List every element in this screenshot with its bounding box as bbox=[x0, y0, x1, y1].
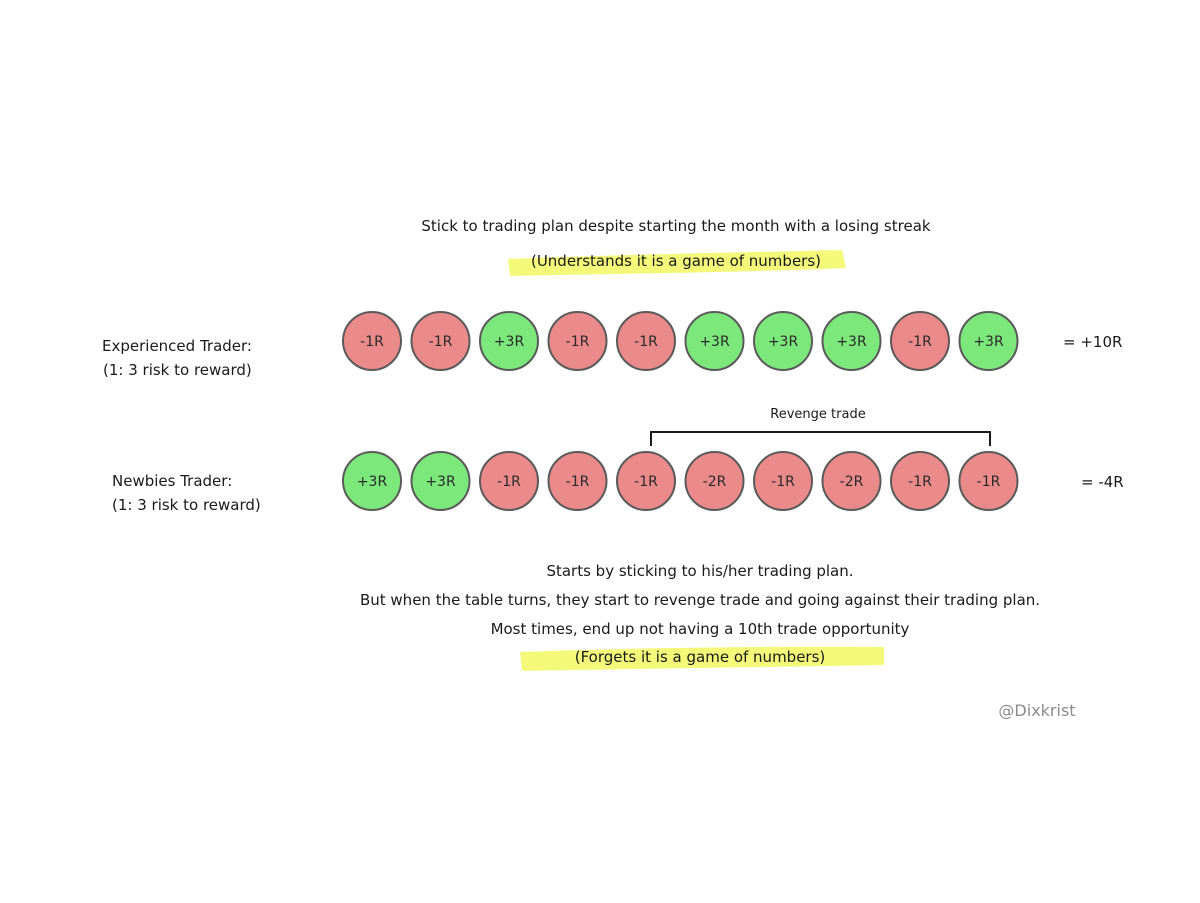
trade-coin-label: +3R bbox=[836, 334, 867, 350]
trade-coin-label: +3R bbox=[699, 334, 730, 350]
newbie-trade-coin-2: +3R bbox=[410, 451, 471, 511]
trade-coin-circle bbox=[616, 311, 676, 371]
experienced-trade-row: -1R -1R +3R -1R -1R +3R +3R +3R -1R +3R bbox=[342, 311, 1019, 371]
trade-coin-circle bbox=[342, 311, 402, 371]
experienced-trade-coin-2: -1R bbox=[410, 311, 471, 371]
trade-coin-label: -1R bbox=[634, 334, 658, 350]
trade-coin-circle bbox=[479, 451, 539, 511]
trade-coin-label: -1R bbox=[497, 474, 521, 490]
newbie-trade-coin-10: -1R bbox=[958, 451, 1019, 511]
experienced-trade-coin-8: +3R bbox=[821, 311, 882, 371]
trade-coin-label: -1R bbox=[977, 474, 1001, 490]
trade-coin-circle bbox=[753, 451, 813, 511]
trade-coin-label: -1R bbox=[771, 474, 795, 490]
trade-coin-circle bbox=[753, 311, 813, 371]
newbie-trade-coin-5: -1R bbox=[616, 451, 676, 511]
bottom-line-1: Starts by sticking to his/her trading pl… bbox=[546, 562, 853, 580]
trade-coin-label: +3R bbox=[768, 334, 799, 350]
watermark: @Dixkrist bbox=[998, 701, 1075, 720]
trade-coin-circle bbox=[958, 311, 1019, 371]
revenge-trade-bracket bbox=[650, 431, 991, 446]
experienced-trade-coin-5: -1R bbox=[616, 311, 676, 371]
revenge-trade-label: Revenge trade bbox=[770, 407, 865, 422]
experienced-trade-coin-10: +3R bbox=[958, 311, 1019, 371]
experienced-trader-name: Experienced Trader: bbox=[102, 337, 252, 355]
trade-coin-label: -1R bbox=[634, 474, 658, 490]
newbie-trade-coin-9: -1R bbox=[890, 451, 950, 511]
top-highlight-marker bbox=[508, 250, 846, 276]
newbie-trade-coin-3: -1R bbox=[479, 451, 539, 511]
newbie-total: = -4R bbox=[1081, 473, 1124, 491]
experienced-trade-coin-1: -1R bbox=[342, 311, 402, 371]
trade-coin-label: -1R bbox=[429, 334, 453, 350]
trade-coin-circle bbox=[479, 311, 539, 371]
trade-coin-circle bbox=[342, 451, 402, 511]
trade-coin-label: -1R bbox=[566, 334, 590, 350]
top-title: Stick to trading plan despite starting t… bbox=[421, 217, 930, 235]
experienced-trade-coin-4: -1R bbox=[547, 311, 608, 371]
trade-coin-label: +3R bbox=[494, 334, 525, 350]
trade-coin-circle bbox=[958, 451, 1019, 511]
trade-coin-label: +3R bbox=[973, 334, 1004, 350]
trade-coin-label: -1R bbox=[908, 334, 932, 350]
experienced-trade-coin-3: +3R bbox=[479, 311, 539, 371]
trade-coin-label: -2R bbox=[840, 474, 864, 490]
newbie-trade-coin-6: -2R bbox=[684, 451, 745, 511]
experienced-trader-ratio: (1: 3 risk to reward) bbox=[103, 361, 252, 379]
newbie-trade-coin-8: -2R bbox=[821, 451, 882, 511]
experienced-total: = +10R bbox=[1063, 333, 1122, 351]
bottom-highlight-text: (Forgets it is a game of numbers) bbox=[575, 648, 826, 666]
trade-coin-circle bbox=[684, 311, 745, 371]
trade-coin-label: +3R bbox=[425, 474, 456, 490]
experienced-trade-coin-9: -1R bbox=[890, 311, 950, 371]
newbie-trade-coin-4: -1R bbox=[547, 451, 608, 511]
trade-coin-circle bbox=[547, 451, 608, 511]
trade-coin-circle bbox=[821, 451, 882, 511]
newbie-trader-ratio: (1: 3 risk to reward) bbox=[112, 496, 261, 514]
newbie-trade-coin-7: -1R bbox=[753, 451, 813, 511]
trade-coin-circle bbox=[410, 451, 471, 511]
trade-coin-circle bbox=[684, 451, 745, 511]
trade-coin-label: -1R bbox=[360, 334, 384, 350]
trade-coin-label: -1R bbox=[566, 474, 590, 490]
trade-coin-circle bbox=[616, 451, 676, 511]
newbie-trade-coin-1: +3R bbox=[342, 451, 402, 511]
bottom-highlight-marker bbox=[520, 646, 884, 671]
bottom-line-3: Most times, end up not having a 10th tra… bbox=[491, 620, 910, 638]
trade-coin-circle bbox=[890, 311, 950, 371]
trade-coin-circle bbox=[410, 311, 471, 371]
experienced-trade-coin-6: +3R bbox=[684, 311, 745, 371]
trade-coin-circle bbox=[547, 311, 608, 371]
newbie-trader-name: Newbies Trader: bbox=[112, 472, 232, 490]
trade-coin-label: -1R bbox=[908, 474, 932, 490]
experienced-trade-coin-7: +3R bbox=[753, 311, 813, 371]
bottom-line-2: But when the table turns, they start to … bbox=[360, 591, 1040, 609]
newbie-trade-row: +3R +3R -1R -1R -1R -2R -1R -2R -1R -1R bbox=[342, 451, 1019, 511]
trade-coin-label: +3R bbox=[357, 474, 388, 490]
trade-coin-circle bbox=[821, 311, 882, 371]
top-highlight-text: (Understands it is a game of numbers) bbox=[531, 252, 821, 270]
trade-coin-circle bbox=[890, 451, 950, 511]
trade-coin-label: -2R bbox=[703, 474, 727, 490]
